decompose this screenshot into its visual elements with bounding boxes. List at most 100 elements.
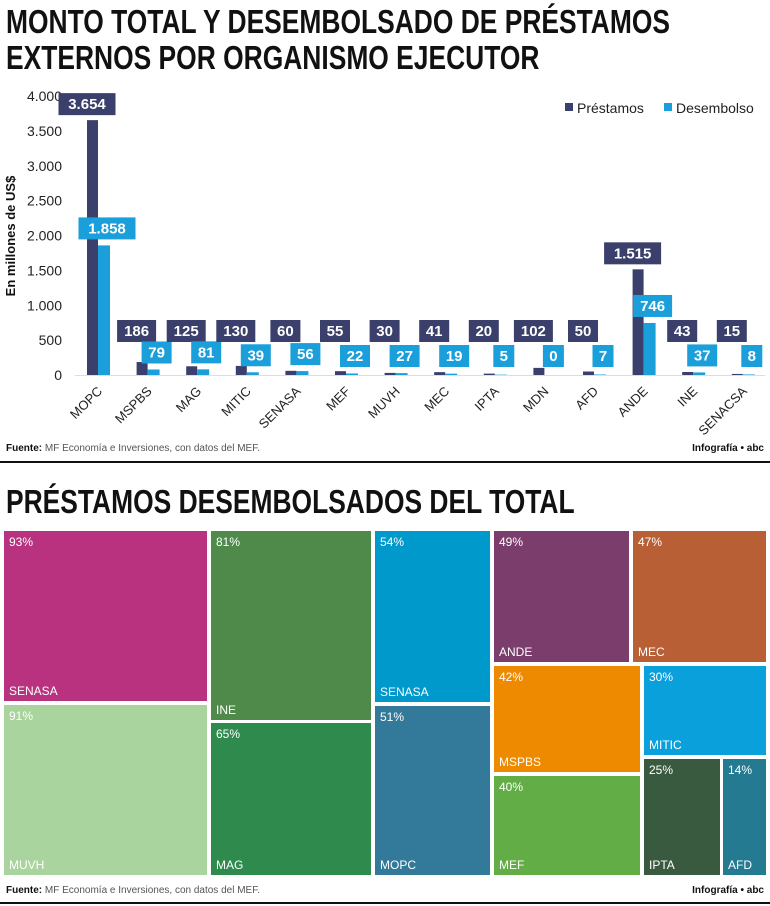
bar-desembolso — [643, 322, 656, 375]
tile-name: INE — [216, 703, 237, 717]
tile-name: MUVH — [9, 858, 45, 872]
label-box-desembolso — [240, 344, 271, 367]
bar-prestamos — [682, 372, 694, 375]
data-label-desembolso: 22 — [347, 348, 364, 365]
bar-desembolso — [693, 372, 706, 375]
label-box-prestamos — [468, 320, 499, 342]
treemap-tile-senasa: 54% SENASA — [375, 531, 490, 702]
tile-percent: 49% — [499, 535, 524, 549]
bar-prestamos — [434, 372, 446, 375]
data-label-prestamos: 3.654 — [68, 96, 106, 113]
bar-prestamos — [731, 373, 743, 375]
x-tick-label: ANDE — [615, 383, 651, 419]
y-tick-label: 500 — [39, 332, 63, 348]
tile-percent: 54% — [380, 535, 405, 549]
treemap-tile-ande: 49% ANDE — [494, 531, 629, 662]
data-label-desembolso: 7 — [599, 348, 607, 365]
data-label-prestamos: 130 — [223, 323, 248, 340]
data-label-prestamos: 41 — [426, 323, 443, 340]
data-label-desembolso: 56 — [297, 346, 314, 363]
tile-name: MITIC — [649, 738, 682, 752]
data-label-desembolso: 39 — [247, 347, 264, 364]
label-box-desembolso — [493, 345, 515, 367]
tile-name: MEF — [499, 858, 525, 872]
x-tick-label: MEC — [421, 384, 452, 415]
label-box-desembolso — [290, 343, 321, 366]
label-box-desembolso — [439, 345, 470, 367]
data-label-desembolso: 746 — [640, 298, 665, 315]
x-tick-label: AFD — [572, 384, 601, 413]
tile-name: AFD — [728, 858, 752, 872]
label-box-prestamos — [369, 320, 400, 342]
label-box-desembolso — [191, 341, 222, 364]
treemap-tile-ipta: 25% IPTA — [644, 759, 720, 875]
bar-prestamos — [583, 371, 594, 375]
treemap-tile-mopc: 51% MOPC — [375, 706, 490, 875]
label-box-prestamos — [320, 320, 350, 342]
data-label-prestamos: 55 — [327, 323, 344, 340]
x-tick-label: SENACSA — [695, 383, 750, 438]
source-note-2: Fuente: MF Economía e Inversiones, con d… — [6, 885, 260, 896]
label-box-prestamos — [117, 320, 157, 342]
treemap-tile-mitic: 30% MITIC — [644, 666, 766, 755]
bar-desembolso — [296, 371, 309, 375]
bar-desembolso — [197, 369, 210, 375]
data-label-prestamos: 30 — [376, 323, 393, 340]
x-tick-label: MOPC — [67, 384, 105, 422]
data-label-desembolso: 37 — [694, 347, 711, 364]
source-note: Fuente: MF Economía e Inversiones, con d… — [6, 443, 260, 454]
bar-desembolso — [147, 369, 160, 375]
bar-prestamos — [136, 362, 148, 375]
x-tick-label: MITIC — [218, 384, 254, 420]
label-box-prestamos — [604, 242, 662, 265]
x-tick-label: INE — [674, 383, 700, 409]
tile-name: MEC — [638, 645, 665, 659]
bar-prestamos — [235, 365, 247, 375]
treemap-tile-mef: 40% MEF — [494, 776, 640, 875]
label-box-prestamos — [166, 320, 206, 342]
credit-2: Infografía • abc — [692, 885, 764, 896]
tile-percent: 30% — [649, 670, 674, 684]
label-box-desembolso — [741, 345, 763, 367]
y-tick-label: 0 — [54, 367, 62, 383]
credit: Infografía • abc — [692, 443, 764, 454]
divider-2 — [0, 902, 770, 904]
tile-percent: 14% — [728, 763, 753, 777]
bar-prestamos — [533, 367, 545, 375]
bar-desembolso — [98, 245, 110, 375]
tile-percent: 25% — [649, 763, 674, 777]
y-tick-label: 3.000 — [27, 158, 62, 174]
data-label-desembolso: 27 — [396, 348, 413, 365]
tile-name: ANDE — [499, 645, 533, 659]
bar-prestamos — [285, 370, 297, 375]
treemap-tile-ine: 81% INE — [211, 531, 371, 720]
tile-percent: 42% — [499, 670, 524, 684]
tile-percent: 40% — [499, 780, 524, 794]
data-label-desembolso: 1.858 — [88, 220, 126, 237]
tile-name: MSPBS — [499, 755, 542, 769]
bar-prestamos — [384, 372, 396, 375]
tile-percent: 65% — [216, 727, 241, 741]
data-label-prestamos: 43 — [674, 323, 691, 340]
tile-percent: 81% — [216, 535, 241, 549]
treemap-tile-afd: 14% AFD — [723, 759, 766, 875]
data-label-desembolso: 5 — [500, 348, 508, 365]
bar-desembolso — [346, 373, 358, 375]
label-box-prestamos — [270, 320, 301, 342]
bar-prestamos — [87, 120, 98, 375]
bar-desembolso — [742, 374, 755, 375]
label-box-prestamos — [513, 320, 553, 342]
x-tick-label: MDN — [520, 384, 552, 416]
x-tick-label: MAG — [173, 384, 205, 416]
bar-prestamos — [335, 371, 346, 375]
bar-prestamos — [483, 373, 495, 375]
data-label-desembolso: 79 — [148, 344, 165, 361]
x-tick-label: MEF — [323, 383, 353, 413]
label-box-prestamos — [58, 93, 116, 116]
tile-percent: 47% — [638, 535, 663, 549]
data-label-prestamos: 1.515 — [614, 245, 652, 262]
data-label-prestamos: 186 — [124, 323, 149, 340]
tile-name: MOPC — [380, 858, 416, 872]
data-label-prestamos: 60 — [277, 323, 294, 340]
label-box-desembolso — [687, 344, 718, 367]
